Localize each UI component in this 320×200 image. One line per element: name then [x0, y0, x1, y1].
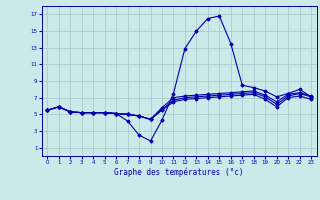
X-axis label: Graphe des températures (°c): Graphe des températures (°c) [115, 168, 244, 177]
